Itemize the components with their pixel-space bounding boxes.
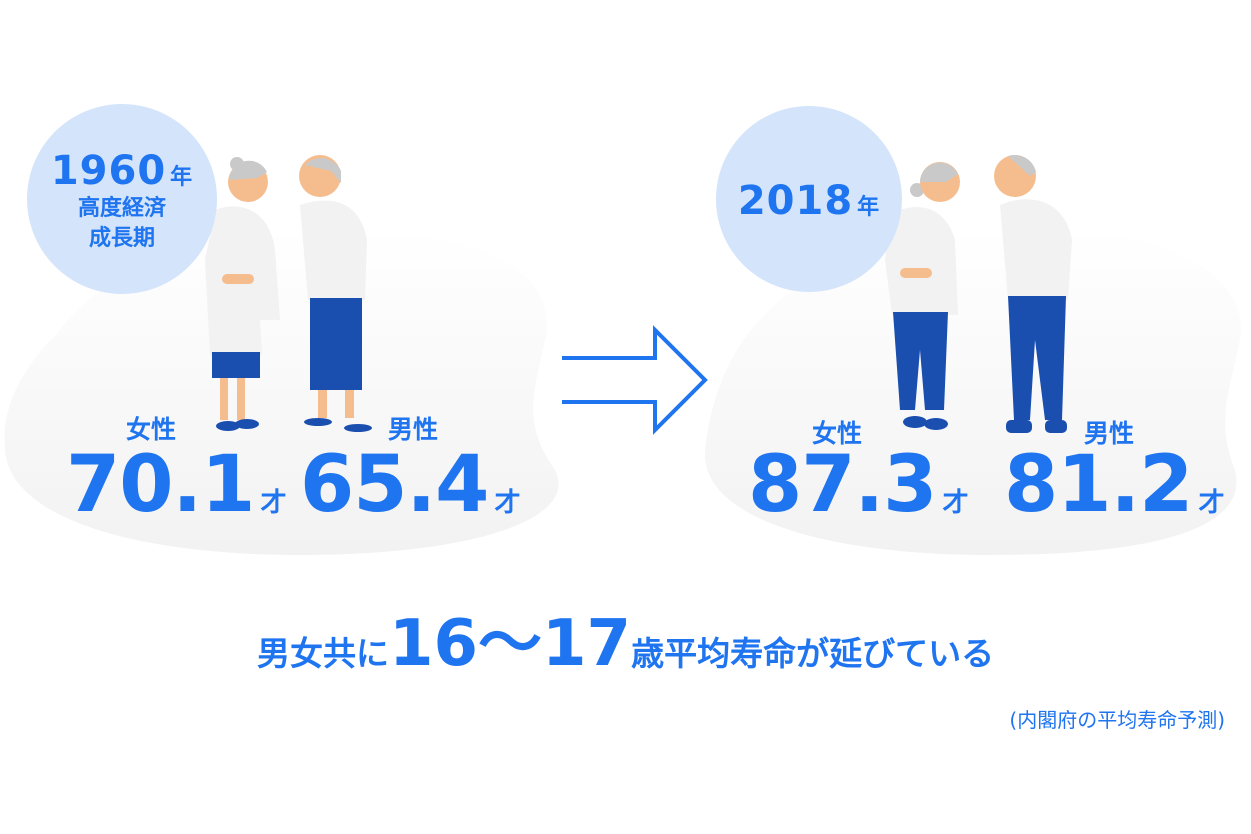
right-backdrop-blob — [704, 228, 1241, 555]
female-age-2018: 87.3 才 — [748, 440, 968, 530]
female-age-1960: 70.1 才 — [66, 440, 286, 530]
man-figure-2018 — [994, 154, 1072, 433]
male-label-2018: 男性 — [1084, 419, 1135, 448]
headline: 男女共に16〜17歳平均寿命が延びている — [256, 607, 995, 681]
man-figure-1960 — [299, 155, 372, 432]
year-suffix: 年 — [170, 165, 194, 190]
year-badge-1960: 1960 年 高度経済 成長期 — [27, 104, 217, 294]
male-label-1960: 男性 — [388, 415, 439, 444]
year-suffix: 年 — [857, 195, 881, 220]
year-text: 2018 — [737, 178, 854, 224]
year-badge-2018: 2018 年 — [716, 106, 902, 292]
era-line-2: 成長期 — [88, 226, 155, 251]
female-label-1960: 女性 — [126, 415, 177, 444]
year-text: 1960 — [50, 148, 167, 194]
left-backdrop-blob — [4, 228, 559, 555]
era-line-1: 高度経済 — [77, 196, 166, 221]
woman-figure-1960 — [205, 157, 280, 431]
source-note: (内閣府の平均寿命予測) — [1009, 708, 1225, 732]
male-age-1960: 65.4 才 — [300, 440, 520, 530]
male-age-2018: 81.2 才 — [1004, 440, 1224, 530]
female-label-2018: 女性 — [812, 419, 863, 448]
right-arrow-icon — [562, 325, 708, 435]
woman-figure-2018 — [885, 162, 960, 430]
